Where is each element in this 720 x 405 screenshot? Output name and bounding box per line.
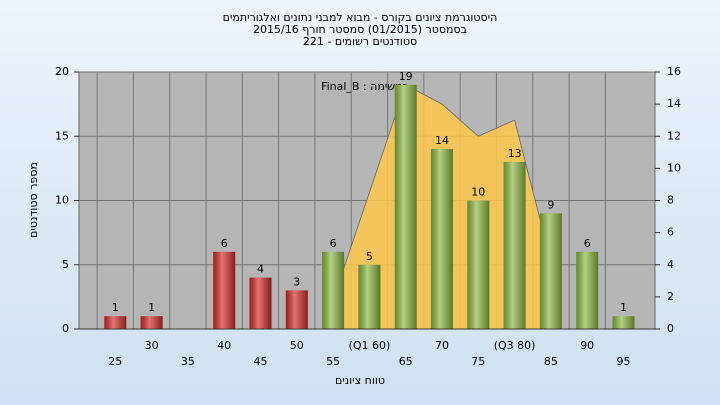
bar-shine xyxy=(322,251,345,329)
bar-shine xyxy=(358,264,381,329)
y2-tick-label: 4 xyxy=(667,258,674,271)
value-label: 10 xyxy=(471,186,485,199)
value-label: 3 xyxy=(293,275,300,288)
value-label: 1 xyxy=(148,301,155,314)
y2-tick-label: 8 xyxy=(667,194,674,207)
x-tick-label: 95 xyxy=(617,355,631,368)
chart-title: סטודנטים רשומים - 221 xyxy=(303,35,417,48)
bar-shine xyxy=(503,161,526,329)
value-label: 9 xyxy=(547,198,554,211)
y-tick-label: 10 xyxy=(55,194,69,207)
x-tick-label: 45 xyxy=(254,355,268,368)
y2-tick-label: 12 xyxy=(667,129,681,142)
bar-shine xyxy=(576,251,599,329)
y2-tick-label: 0 xyxy=(667,322,674,335)
y-tick-label: 15 xyxy=(55,129,69,142)
x-tick-label: 50 xyxy=(290,339,304,352)
y-tick-label: 5 xyxy=(62,258,69,271)
x-tick-label: 30 xyxy=(145,339,159,352)
x-tick-label: 75 xyxy=(471,355,485,368)
value-label: 4 xyxy=(257,263,264,276)
x-tick-label: 90 xyxy=(580,339,594,352)
bar-shine xyxy=(249,277,272,329)
chart-title: בסמסטר (01/2015) סמסטר חורף 2015/16 xyxy=(253,23,467,36)
value-label: 6 xyxy=(221,237,228,250)
value-label: 13 xyxy=(508,147,522,160)
x-tick-label: 70 xyxy=(435,339,449,352)
value-label: 6 xyxy=(330,237,337,250)
x-tick-label: 25 xyxy=(108,355,122,368)
bar-shine xyxy=(612,316,635,329)
value-label: 1 xyxy=(112,301,119,314)
annotation: Final_B : במשימה xyxy=(321,80,409,93)
x-tick-label: 85 xyxy=(544,355,558,368)
y2-tick-label: 14 xyxy=(667,97,681,110)
bar-shine xyxy=(285,290,308,329)
x-tick-label: (Q3 80) xyxy=(494,339,536,352)
y-axis-label: מספר סטודנטים xyxy=(27,162,40,238)
y2-tick-label: 2 xyxy=(667,290,674,303)
bar-shine xyxy=(394,84,417,329)
value-label: 5 xyxy=(366,250,373,263)
x-tick-label: (Q1 60) xyxy=(349,339,391,352)
y2-tick-label: 10 xyxy=(667,161,681,174)
bar-shine xyxy=(539,213,562,329)
value-label: 19 xyxy=(399,70,413,83)
y-tick-label: 20 xyxy=(55,65,69,78)
x-tick-label: 65 xyxy=(399,355,413,368)
value-label: 14 xyxy=(435,134,449,147)
chart-title: היסטוגרמת ציונים בקורס - מבוא למבני נתונ… xyxy=(223,11,498,24)
x-tick-label: 55 xyxy=(326,355,340,368)
x-axis-label: טווח ציונים xyxy=(335,374,385,387)
bar-shine xyxy=(467,200,490,329)
y-tick-label: 0 xyxy=(62,322,69,335)
bar-shine xyxy=(213,251,236,329)
bar-shine xyxy=(431,149,453,329)
y2-tick-label: 16 xyxy=(667,65,681,78)
y2-tick-label: 6 xyxy=(667,226,674,239)
x-tick-label: 40 xyxy=(217,339,231,352)
value-label: 1 xyxy=(620,301,627,314)
x-tick-label: 35 xyxy=(181,355,195,368)
value-label: 6 xyxy=(584,237,591,250)
bar-shine xyxy=(104,316,127,329)
bar-shine xyxy=(140,316,163,329)
